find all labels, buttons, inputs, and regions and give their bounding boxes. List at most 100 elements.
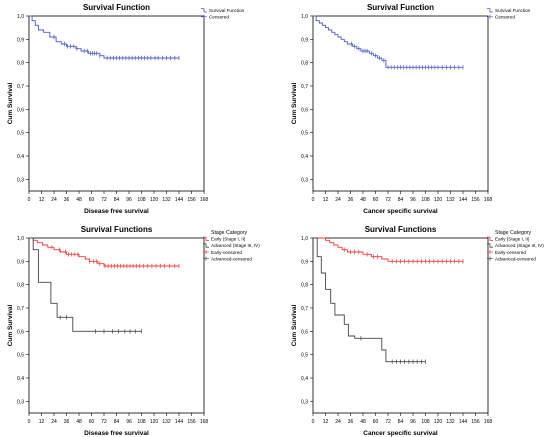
x-tick-label: 36 xyxy=(64,197,70,203)
legend-item: Advanced (Stage III, IV) xyxy=(203,243,260,248)
x-axis-label: Cancer specific survival xyxy=(363,208,438,215)
legend-item: Early (Stage I, II) xyxy=(487,237,530,242)
legend-item: Early-censored xyxy=(487,250,526,255)
y-tick-label: 0,6 xyxy=(301,107,308,113)
y-axis-label: Cum Survival xyxy=(291,83,298,125)
x-tick-label: 144 xyxy=(175,419,184,425)
legend-label: Advanced-censored xyxy=(495,256,536,261)
x-tick-label: 96 xyxy=(410,197,416,203)
plot-frame xyxy=(28,237,205,414)
x-tick-label: 156 xyxy=(471,197,480,203)
y-axis-label: Cum Survival xyxy=(7,305,14,347)
x-tick-label: 72 xyxy=(101,419,107,425)
x-tick-label: 48 xyxy=(360,419,366,425)
chart-title: Survival Function xyxy=(83,3,150,12)
x-tick-label: 72 xyxy=(101,197,107,203)
x-tick-label: 0 xyxy=(312,419,315,425)
y-tick-label: 0,3 xyxy=(17,399,24,405)
chart-panel-2: Survival Function 0,3 0,4 0,5 0,6 0,7 0,8 0,9 1,… xyxy=(291,3,531,215)
x-tick-label: 132 xyxy=(162,197,171,203)
x-tick-label: 84 xyxy=(114,197,120,203)
y-tick-label: 0,7 xyxy=(301,306,308,312)
x-tick-label: 120 xyxy=(434,197,443,203)
y-tick-label: 0,6 xyxy=(17,329,24,335)
x-tick-label: 12 xyxy=(323,197,329,203)
survival-curve-2 xyxy=(29,237,142,332)
legend-item: Advanced-censored xyxy=(487,256,536,261)
y-axis-label: Cum Survival xyxy=(291,305,298,347)
survival-curve-2 xyxy=(313,237,426,363)
x-tick-label: 156 xyxy=(187,197,196,203)
x-tick-label: 0 xyxy=(28,419,31,425)
y-tick-label: 0,5 xyxy=(301,353,308,359)
x-tick-label: 120 xyxy=(434,419,443,425)
x-tick-label: 12 xyxy=(323,419,329,425)
x-axis-label: Disease free survival xyxy=(84,208,149,215)
x-tick-label: 24 xyxy=(335,197,341,203)
legend-label: Survival Function xyxy=(209,8,245,13)
legend-label: Censored xyxy=(209,15,229,20)
legend-item: Early (Stage I, II) xyxy=(203,237,246,242)
x-tick-label: 96 xyxy=(126,197,132,203)
x-tick-label: 108 xyxy=(421,197,430,203)
y-tick-label: 0,5 xyxy=(17,353,24,359)
x-tick-label: 132 xyxy=(162,419,171,425)
chart-title: Survival Function xyxy=(367,3,434,12)
y-tick-label: 0,3 xyxy=(301,177,308,183)
plot-frame xyxy=(312,15,489,192)
x-tick-label: 144 xyxy=(459,197,468,203)
y-tick-label: 0,4 xyxy=(301,154,308,160)
x-tick-label: 156 xyxy=(471,419,480,425)
legend-label: Early-censored xyxy=(495,250,526,255)
y-tick-label: 1,0 xyxy=(301,236,308,242)
y-tick-label: 0,7 xyxy=(301,84,308,90)
x-tick-label: 108 xyxy=(137,419,146,425)
x-tick-label: 132 xyxy=(446,197,455,203)
legend-label: Advanced-censored xyxy=(211,256,252,261)
y-tick-label: 0,9 xyxy=(301,37,308,43)
chart-panel-1: Survival Function 0,3 0,4 0,5 0,6 0,7 0,8 0,9 1,… xyxy=(7,3,245,215)
y-tick-label: 0,3 xyxy=(17,177,24,183)
legend-label: Early-censored xyxy=(211,250,242,255)
x-tick-label: 96 xyxy=(410,419,416,425)
x-tick-label: 12 xyxy=(39,419,45,425)
legend-title: Stage Category xyxy=(495,230,531,236)
x-tick-label: 84 xyxy=(398,419,404,425)
x-tick-label: 36 xyxy=(64,419,70,425)
x-tick-label: 60 xyxy=(89,197,95,203)
legend-item: Advanced (Stage III, IV) xyxy=(487,243,544,248)
x-tick-label: 24 xyxy=(51,197,57,203)
x-tick-label: 96 xyxy=(126,419,132,425)
x-tick-label: 0 xyxy=(312,197,315,203)
legend-label: Advanced (Stage III, IV) xyxy=(211,243,260,248)
x-tick-label: 108 xyxy=(421,419,430,425)
y-tick-label: 0,8 xyxy=(17,283,24,289)
x-tick-label: 108 xyxy=(137,197,146,203)
y-axis-label: Cum Survival xyxy=(7,83,14,125)
y-tick-label: 0,9 xyxy=(301,259,308,265)
x-tick-label: 12 xyxy=(39,197,45,203)
chart-title: Survival Functions xyxy=(365,225,437,234)
x-tick-label: 72 xyxy=(385,419,391,425)
legend-item: Survival Function xyxy=(487,8,531,13)
x-tick-label: 36 xyxy=(348,419,354,425)
y-tick-label: 0,9 xyxy=(17,259,24,265)
legend-item: Survival Function xyxy=(201,8,245,13)
x-tick-label: 60 xyxy=(373,419,379,425)
y-tick-label: 0,4 xyxy=(301,376,308,382)
y-tick-label: 0,3 xyxy=(301,399,308,405)
x-tick-label: 168 xyxy=(484,197,493,203)
survival-curve-1 xyxy=(29,15,179,59)
x-tick-label: 48 xyxy=(76,419,82,425)
x-axis-label: Cancer specific survival xyxy=(363,430,438,437)
legend-item: Censored xyxy=(201,15,229,20)
legend-item: Early-censored xyxy=(203,250,242,255)
legend-label: Early (Stage I, II) xyxy=(495,237,530,242)
y-tick-label: 1,0 xyxy=(17,14,24,20)
x-axis-label: Disease free survival xyxy=(84,430,149,437)
x-tick-label: 144 xyxy=(175,197,184,203)
x-tick-label: 0 xyxy=(28,197,31,203)
chart-panel-3: Survival Functions 0,3 0,4 0,5 0,6 0,7 0,8 0,9 1… xyxy=(7,225,260,437)
x-tick-label: 168 xyxy=(484,419,493,425)
